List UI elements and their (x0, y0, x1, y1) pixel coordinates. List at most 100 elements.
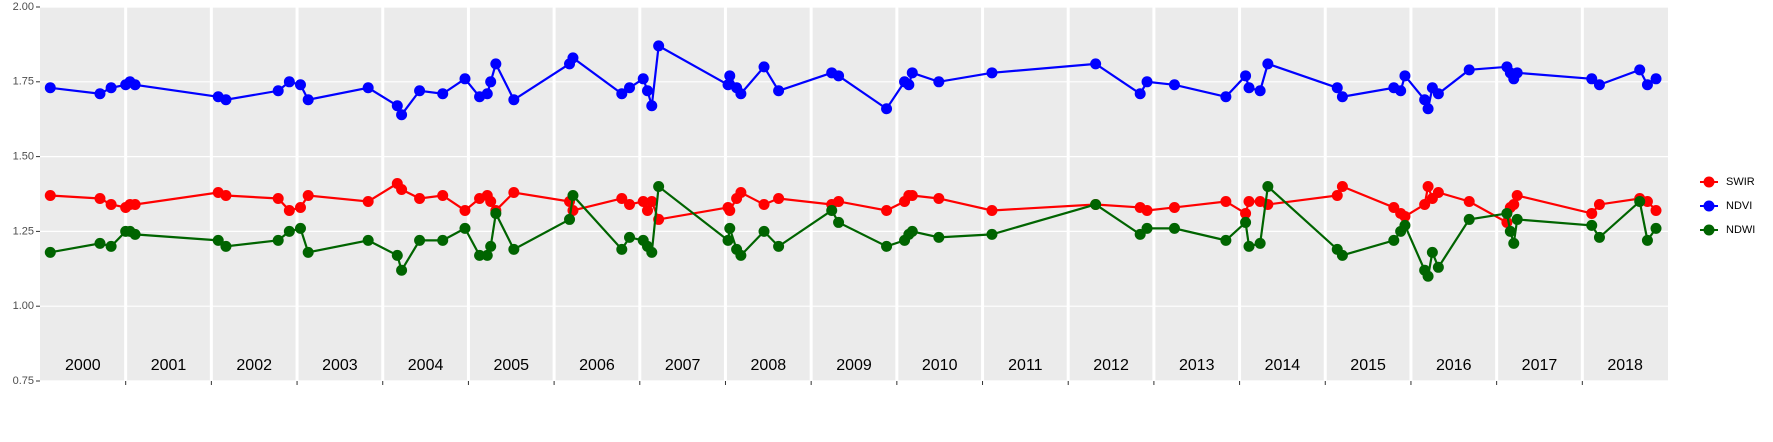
data-point (1240, 70, 1252, 82)
data-point (646, 100, 658, 112)
data-point (1422, 103, 1434, 115)
data-point (833, 195, 845, 207)
data-point (1331, 82, 1343, 94)
data-point (94, 88, 106, 100)
data-point (1168, 201, 1180, 213)
data-point (1432, 261, 1444, 273)
data-point (567, 189, 579, 201)
data-point (1395, 85, 1407, 97)
data-point (642, 85, 654, 97)
data-point (414, 234, 426, 246)
data-point (437, 189, 449, 201)
data-point (129, 228, 141, 240)
data-point (129, 198, 141, 210)
data-point (906, 225, 918, 237)
data-point (1641, 195, 1653, 207)
y-tick-label: 2.00 (13, 1, 34, 13)
data-point (220, 189, 232, 201)
data-point (94, 192, 106, 204)
year-label: 2008 (751, 357, 787, 374)
data-point (1168, 222, 1180, 234)
data-point (302, 94, 314, 106)
legend-marker (1703, 224, 1715, 236)
data-point (459, 222, 471, 234)
data-point (1650, 222, 1662, 234)
data-point (986, 228, 998, 240)
data-point (212, 234, 224, 246)
data-point (1254, 237, 1266, 249)
data-point (1336, 91, 1348, 103)
data-point (1220, 91, 1232, 103)
data-point (1501, 207, 1513, 219)
data-point (294, 201, 306, 213)
data-point (414, 85, 426, 97)
year-label: 2002 (236, 357, 272, 374)
data-point (616, 192, 628, 204)
data-point (826, 204, 838, 216)
data-point (722, 234, 734, 246)
year-label: 2003 (322, 357, 358, 374)
data-point (1240, 207, 1252, 219)
data-point (1463, 213, 1475, 225)
data-point (272, 192, 284, 204)
data-point (1336, 249, 1348, 261)
data-point (396, 109, 408, 121)
data-point (773, 85, 785, 97)
data-point (508, 94, 520, 106)
data-point (933, 192, 945, 204)
data-point (1243, 195, 1255, 207)
data-point (881, 240, 893, 252)
data-point (933, 76, 945, 88)
data-point (272, 234, 284, 246)
y-tick-label: 0.75 (13, 375, 34, 387)
data-point (1641, 79, 1653, 91)
data-point (1586, 219, 1598, 231)
data-point (735, 187, 747, 199)
data-point (1419, 198, 1431, 210)
data-point (220, 240, 232, 252)
data-point (1422, 181, 1434, 193)
data-point (724, 204, 736, 216)
data-point (1593, 198, 1605, 210)
data-point (302, 189, 314, 201)
year-label: 2004 (408, 357, 444, 374)
data-point (906, 189, 918, 201)
data-point (758, 61, 770, 73)
data-point (105, 82, 117, 94)
data-point (508, 187, 520, 199)
data-point (294, 79, 306, 91)
data-point (564, 213, 576, 225)
data-point (1586, 207, 1598, 219)
data-point (1388, 234, 1400, 246)
data-point (1220, 195, 1232, 207)
data-point (437, 88, 449, 100)
data-point (1243, 82, 1255, 94)
year-label: 2011 (1008, 357, 1043, 374)
data-point (283, 225, 295, 237)
data-point (396, 184, 408, 196)
data-point (1634, 195, 1646, 207)
data-point (105, 240, 117, 252)
data-point (490, 207, 502, 219)
data-point (1426, 246, 1438, 258)
year-label: 2016 (1436, 357, 1472, 374)
data-point (1336, 181, 1348, 193)
data-point (1634, 64, 1646, 76)
data-point (1141, 222, 1153, 234)
data-point (294, 222, 306, 234)
data-point (773, 240, 785, 252)
data-point (1243, 240, 1255, 252)
data-point (391, 249, 403, 261)
data-point (1399, 210, 1411, 222)
year-label: 2009 (836, 357, 872, 374)
data-point (1399, 219, 1411, 231)
data-point (283, 204, 295, 216)
data-point (44, 189, 56, 201)
data-point (105, 198, 117, 210)
data-point (646, 195, 658, 207)
year-label: 2000 (65, 357, 101, 374)
data-point (653, 181, 665, 193)
data-point (302, 246, 314, 258)
data-point (459, 204, 471, 216)
